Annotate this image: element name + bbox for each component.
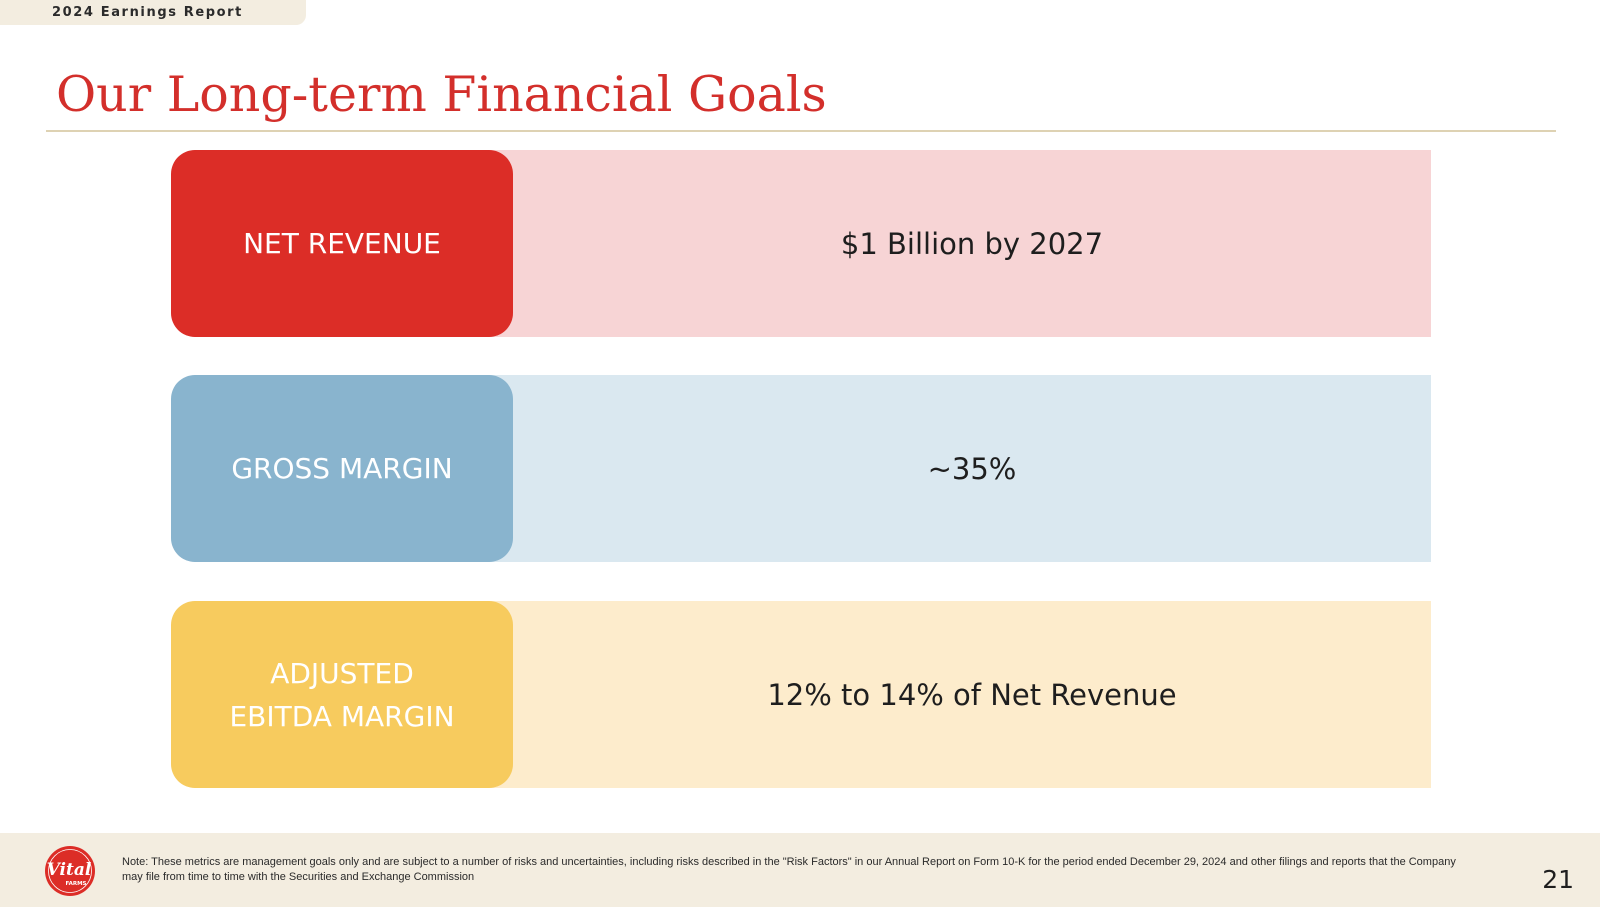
goal-label-pill: ADJUSTED EBITDA MARGIN: [171, 601, 513, 788]
goal-row-net-revenue: NET REVENUE $1 Billion by 2027: [171, 150, 1431, 337]
goal-value: ~35%: [927, 451, 1017, 486]
goal-value: $1 Billion by 2027: [840, 226, 1104, 261]
report-label-tab: 2024 Earnings Report: [0, 0, 306, 25]
goal-band: [471, 601, 1431, 788]
goal-label-pill: GROSS MARGIN: [171, 375, 513, 562]
report-label: 2024 Earnings Report: [52, 5, 243, 20]
svg-text:FARMS: FARMS: [65, 881, 86, 887]
svg-text:Vital: Vital: [47, 860, 92, 880]
goal-row-adjusted-ebitda-margin: ADJUSTED EBITDA MARGIN 12% to 14% of Net…: [171, 601, 1431, 788]
vital-farms-logo-icon: Vital FARMS: [45, 846, 95, 896]
disclaimer-note: Note: These metrics are management goals…: [122, 856, 1456, 883]
goal-label-pill: NET REVENUE: [171, 150, 513, 337]
goal-band: [471, 375, 1431, 562]
goal-band: [471, 150, 1431, 337]
footer: Vital FARMS Note: These metrics are mana…: [0, 833, 1600, 907]
title-divider: [46, 130, 1556, 132]
page-number: 21: [1542, 865, 1574, 894]
goal-row-gross-margin: GROSS MARGIN ~35%: [171, 375, 1431, 562]
page-title: Our Long-term Financial Goals: [56, 66, 827, 123]
goal-value: 12% to 14% of Net Revenue: [767, 677, 1177, 712]
